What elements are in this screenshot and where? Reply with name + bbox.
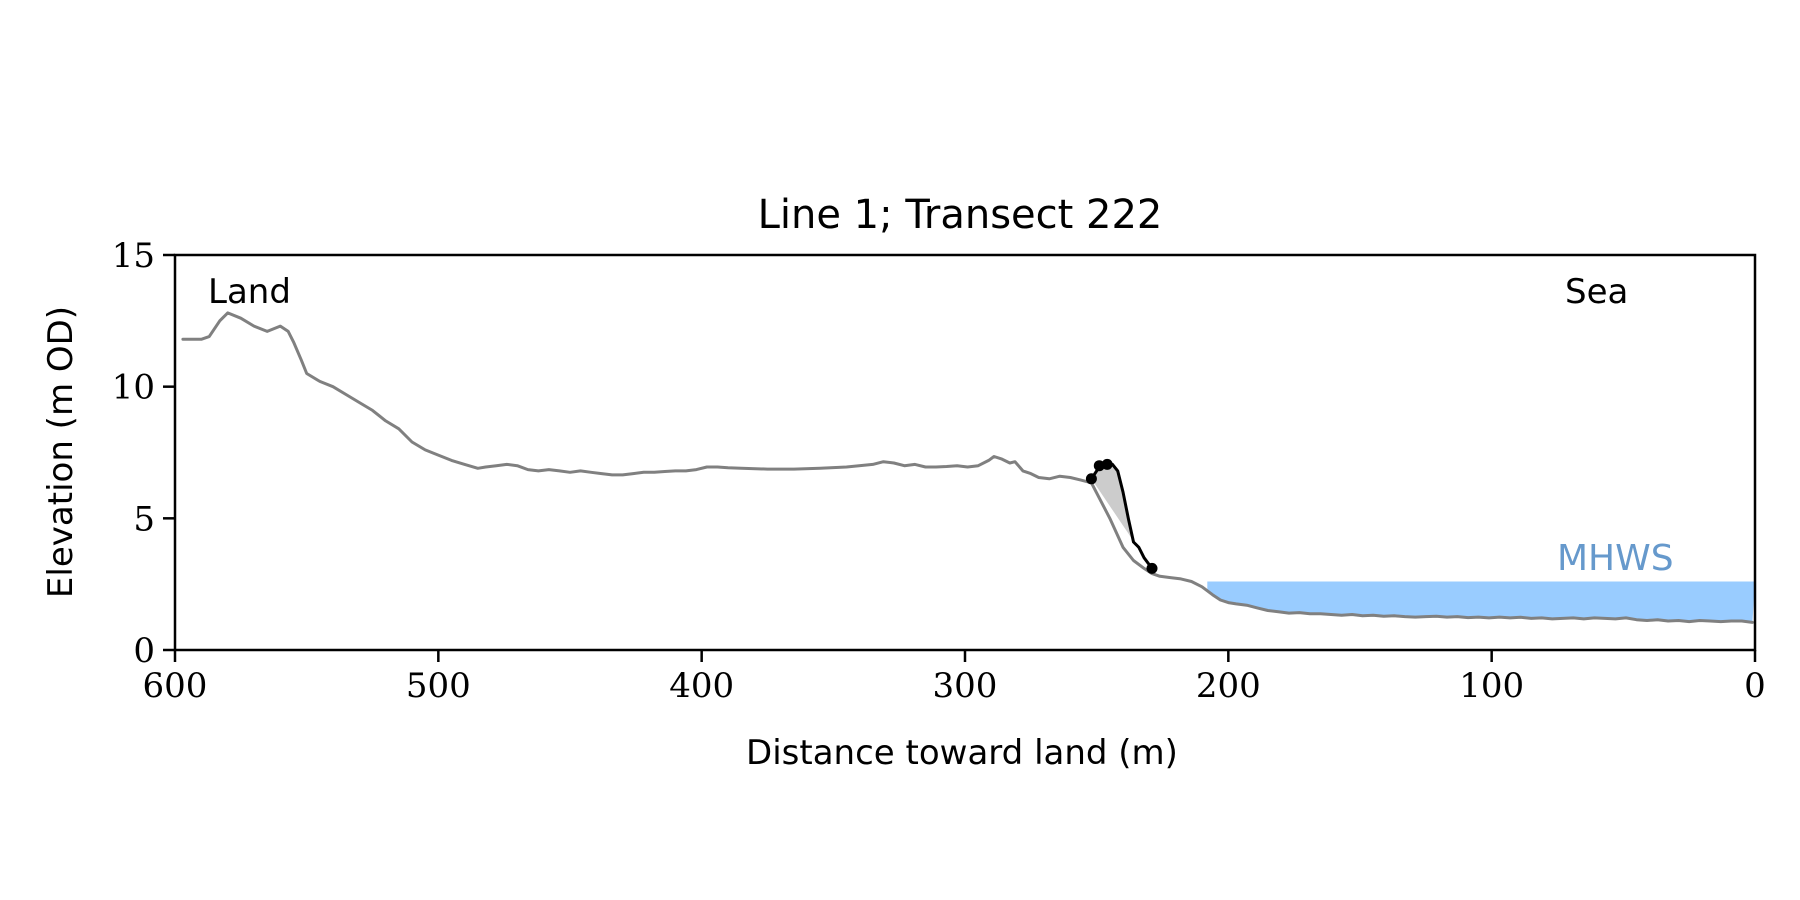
x-axis-label: Distance toward land (m): [746, 733, 1178, 773]
mhws-water-area: [1207, 581, 1755, 623]
y-tick-label: 15: [112, 236, 155, 276]
profile-layer: [181, 311, 1754, 624]
y-tick-label: 5: [133, 499, 155, 539]
x-tick-label: 500: [406, 666, 471, 706]
x-tick-label: 0: [1744, 666, 1766, 706]
chart-title: Line 1; Transect 222: [758, 192, 1163, 238]
plot-area: [181, 311, 1755, 624]
cliff-point-marker: [1146, 562, 1158, 574]
y-tick-label: 10: [112, 368, 155, 408]
sea-label: Sea: [1565, 272, 1628, 312]
elevation-profile-line: [181, 311, 1754, 624]
water-layer: [1207, 581, 1755, 623]
x-axis-ticks: 600 500 400 300 200 100 0: [143, 650, 1766, 706]
cliff-fill-area: [1091, 464, 1152, 569]
fill-layer: [1091, 464, 1152, 569]
x-tick-label: 200: [1196, 666, 1261, 706]
cliff-point-marker: [1101, 458, 1113, 470]
marker-layer: [1085, 458, 1158, 574]
x-tick-label: 100: [1459, 666, 1524, 706]
y-tick-label: 0: [133, 631, 155, 671]
x-tick-label: 300: [933, 666, 998, 706]
x-tick-label: 400: [669, 666, 734, 706]
x-tick-label: 600: [143, 666, 208, 706]
cliff-point-marker: [1085, 473, 1097, 485]
y-axis-ticks: 0 5 10 15: [112, 236, 175, 671]
y-axis-label: Elevation (m OD): [41, 306, 81, 598]
mhws-label: MHWS: [1557, 538, 1674, 579]
land-label: Land: [208, 272, 291, 312]
